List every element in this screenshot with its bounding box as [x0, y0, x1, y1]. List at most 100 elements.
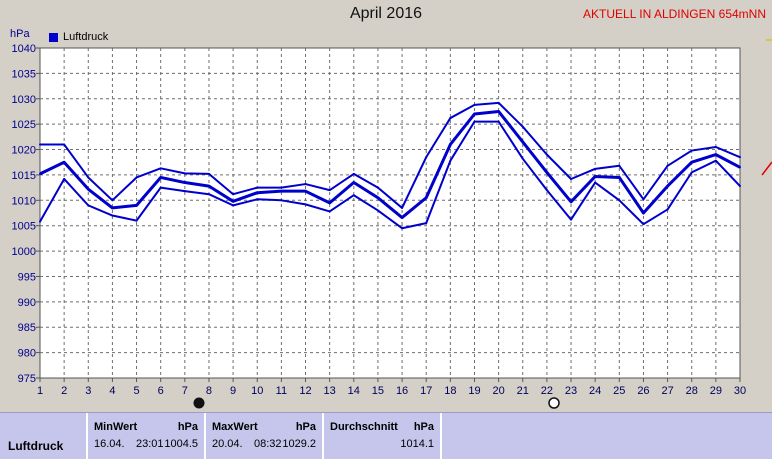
- data-point: [256, 198, 259, 201]
- data-point: [690, 161, 693, 164]
- x-tick-label: 8: [206, 385, 212, 397]
- x-tick-label: 13: [324, 385, 336, 397]
- x-tick-label: 25: [613, 385, 625, 397]
- max-header: MaxWert: [212, 421, 258, 433]
- x-tick-label: 10: [251, 385, 263, 397]
- data-point: [304, 203, 307, 206]
- x-tick-label: 21: [517, 385, 529, 397]
- data-point: [642, 212, 645, 214]
- min-unit: hPa: [177, 421, 198, 433]
- avg-header: Durchschnitt: [330, 421, 398, 433]
- data-point: [63, 177, 66, 180]
- x-tick-label: 5: [133, 385, 139, 397]
- x-tick-label: 23: [565, 385, 577, 397]
- avg-cell: Durchschnitt hPa 1014.1: [324, 413, 442, 459]
- x-tick-label: 11: [276, 385, 287, 397]
- data-point: [401, 206, 404, 209]
- data-point: [666, 164, 669, 167]
- data-point: [714, 153, 717, 156]
- data-point: [618, 176, 621, 179]
- max-unit: hPa: [295, 421, 316, 433]
- data-point: [232, 204, 235, 207]
- x-tick-label: 9: [230, 385, 236, 397]
- data-point: [135, 219, 138, 222]
- data-point: [570, 200, 573, 203]
- y-tick-label: 1015: [12, 170, 36, 182]
- data-point: [618, 164, 621, 167]
- data-point: [449, 143, 452, 146]
- x-tick-label: 19: [468, 385, 480, 397]
- y-tick-label: 995: [18, 271, 36, 283]
- data-point: [135, 176, 138, 179]
- data-point: [425, 222, 428, 225]
- data-point: [352, 172, 355, 175]
- data-point: [232, 193, 235, 196]
- station-label: AKTUELL IN ALDINGEN 654mNN: [583, 7, 766, 21]
- x-tick-label: 26: [637, 385, 649, 397]
- data-point: [304, 190, 307, 193]
- data-point: [183, 181, 186, 184]
- y-tick-label: 1010: [12, 195, 36, 207]
- data-point: [594, 167, 597, 170]
- pressure-chart: 9759809859909951000100510101015102010251…: [12, 39, 772, 409]
- data-point: [739, 156, 741, 159]
- data-point: [256, 186, 259, 189]
- data-point: [183, 190, 186, 193]
- data-point: [401, 227, 404, 230]
- data-point: [159, 167, 162, 170]
- y-tick-label: 985: [18, 322, 36, 334]
- data-point: [594, 181, 597, 184]
- data-point: [545, 189, 548, 192]
- y-tick-label: 1030: [12, 94, 36, 106]
- data-point: [111, 206, 114, 209]
- data-point: [425, 156, 428, 159]
- data-point: [642, 223, 645, 226]
- data-point: [159, 176, 162, 179]
- x-tick-label: 7: [182, 385, 188, 397]
- x-tick-label: 17: [420, 385, 432, 397]
- data-point: [521, 140, 524, 143]
- stats-row-label: Luftdruck: [8, 439, 64, 453]
- legend-swatch: [49, 32, 58, 42]
- data-point: [328, 210, 331, 213]
- data-point: [425, 196, 428, 199]
- data-point: [87, 204, 90, 207]
- x-tick-label: 22: [541, 385, 553, 397]
- data-point: [304, 183, 307, 186]
- data-point: [376, 196, 379, 199]
- legend: Luftdruck: [49, 31, 108, 43]
- x-tick-label: 27: [661, 385, 673, 397]
- data-point: [401, 216, 404, 219]
- data-point: [352, 181, 355, 184]
- data-point: [111, 214, 114, 217]
- x-tick-label: 4: [109, 385, 115, 397]
- data-point: [642, 198, 645, 201]
- series-line-3: [39, 120, 741, 230]
- series-line-2: [40, 101, 741, 209]
- max-date: 20.04.: [212, 438, 243, 450]
- data-point: [714, 146, 717, 148]
- data-point: [207, 185, 210, 188]
- data-point: [473, 103, 476, 106]
- data-point: [87, 176, 90, 179]
- x-tick-label: 12: [299, 385, 311, 397]
- data-point: [280, 186, 283, 189]
- y-axis-unit: hPa: [10, 28, 30, 40]
- data-point: [473, 120, 476, 123]
- data-point: [207, 172, 210, 175]
- data-point: [666, 208, 669, 211]
- y-tick-label: 1000: [12, 246, 36, 258]
- min-value: 1004.5: [164, 438, 198, 450]
- avg-value: 1014.1: [400, 438, 434, 450]
- data-point: [497, 120, 500, 123]
- data-point: [376, 186, 379, 189]
- data-point: [39, 220, 41, 223]
- data-point: [521, 157, 524, 160]
- data-point: [473, 113, 476, 115]
- data-point: [39, 143, 41, 146]
- max-value: 1029.2: [282, 438, 316, 450]
- x-tick-label: 6: [158, 385, 164, 397]
- x-tick-label: 28: [686, 385, 698, 397]
- data-point: [545, 171, 548, 174]
- data-point: [352, 194, 355, 197]
